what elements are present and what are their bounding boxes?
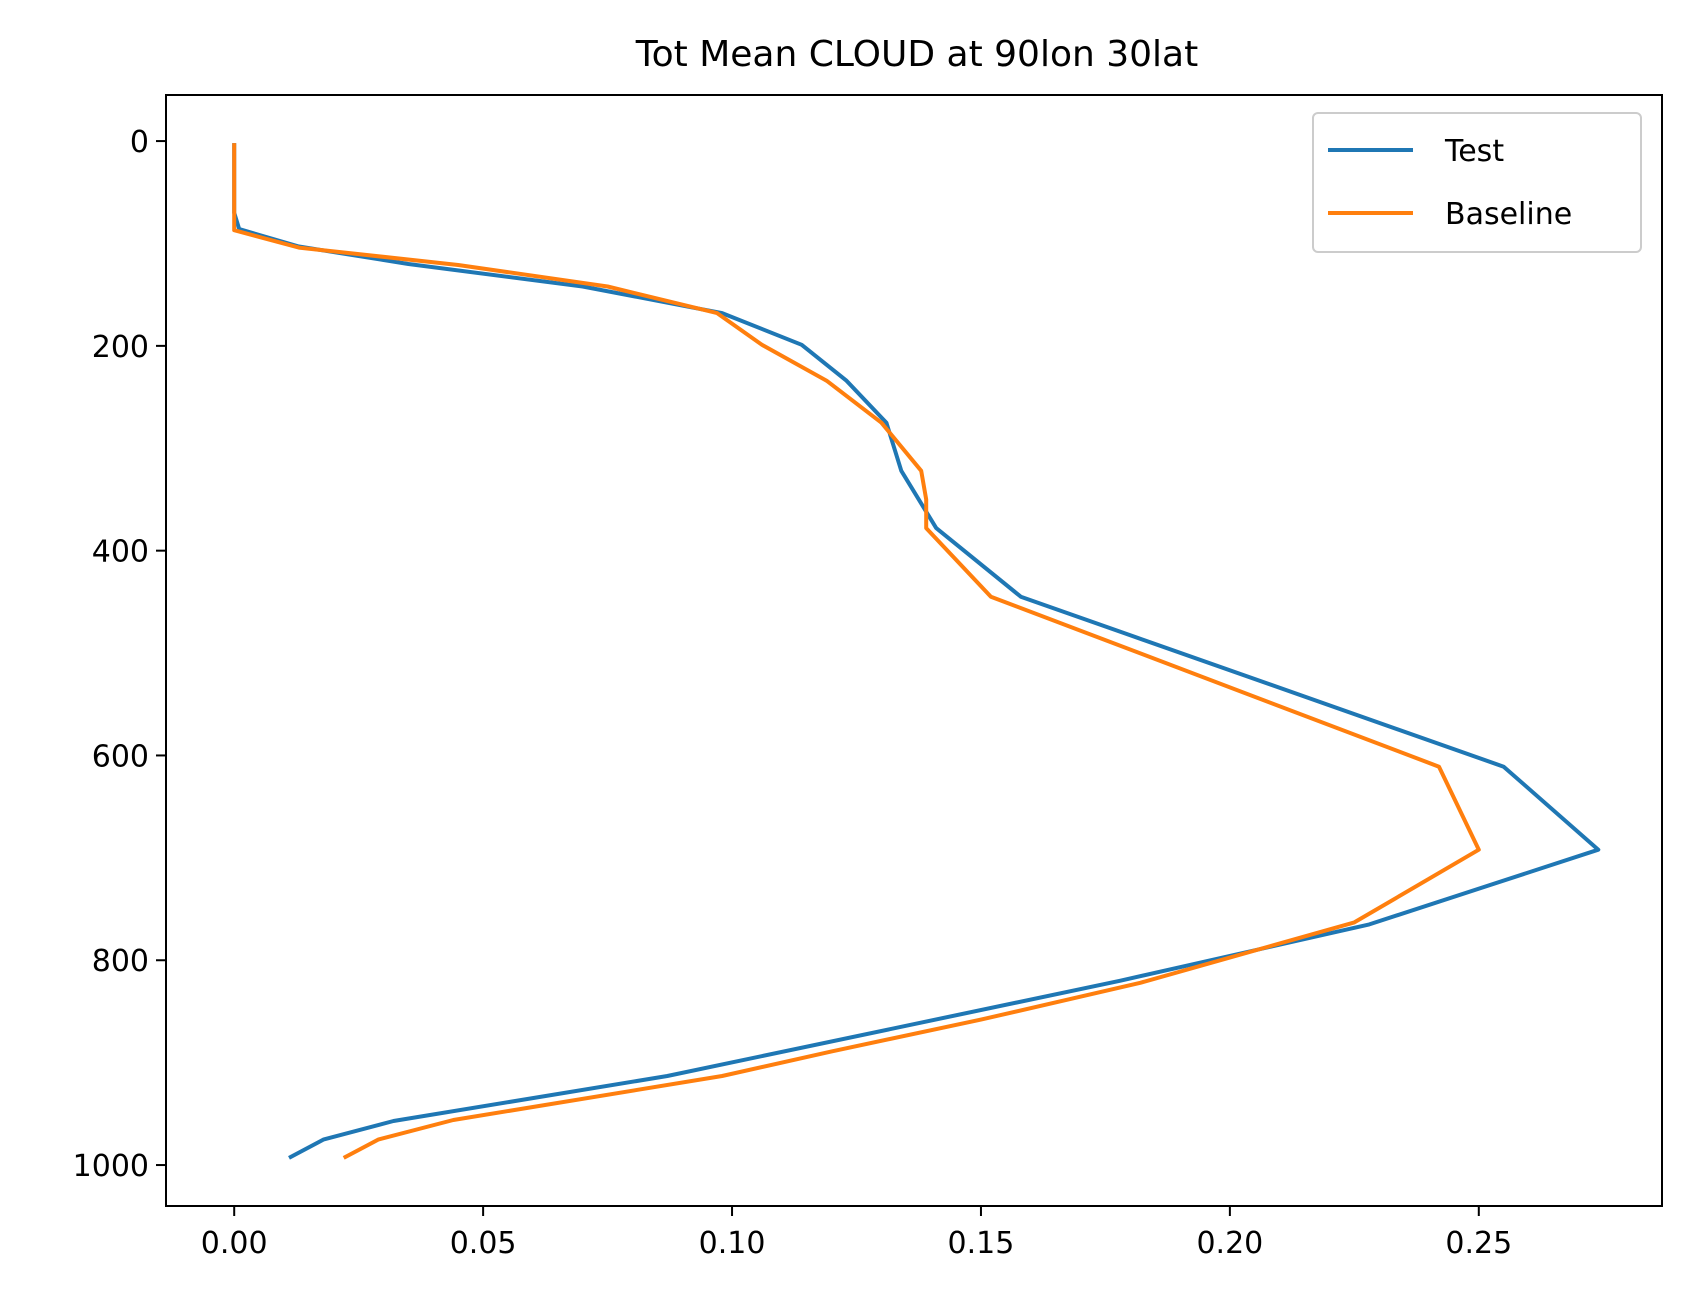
legend: Test Baseline [1312, 112, 1642, 253]
y-tick-label: 800 [92, 944, 149, 979]
x-tick-label: 0.10 [699, 1226, 766, 1261]
plot-area-frame [165, 94, 1663, 1207]
y-tick-label: 0 [130, 125, 149, 160]
x-axis: 0.00 0.05 0.10 0.15 0.20 0.25 [201, 1206, 1512, 1261]
y-tick-label: 400 [92, 535, 149, 570]
series-layer [232, 143, 1601, 1160]
x-tick-label: 0.25 [1445, 1226, 1512, 1261]
y-tick-label: 1000 [73, 1149, 149, 1184]
chart-title: Tot Mean CLOUD at 90lon 30lat [635, 34, 1198, 75]
series-line-baseline [232, 143, 1481, 1160]
legend-box [1312, 112, 1642, 253]
y-tick-label: 200 [92, 330, 149, 365]
legend-label-test: Test [1444, 134, 1504, 169]
y-axis: 0 200 400 600 800 1000 [73, 125, 166, 1184]
x-tick-label: 0.00 [201, 1226, 268, 1261]
y-tick-label: 600 [92, 739, 149, 774]
x-tick-label: 0.20 [1196, 1226, 1263, 1261]
legend-label-baseline: Baseline [1445, 197, 1572, 232]
x-tick-label: 0.05 [450, 1226, 517, 1261]
x-tick-label: 0.15 [948, 1226, 1015, 1261]
